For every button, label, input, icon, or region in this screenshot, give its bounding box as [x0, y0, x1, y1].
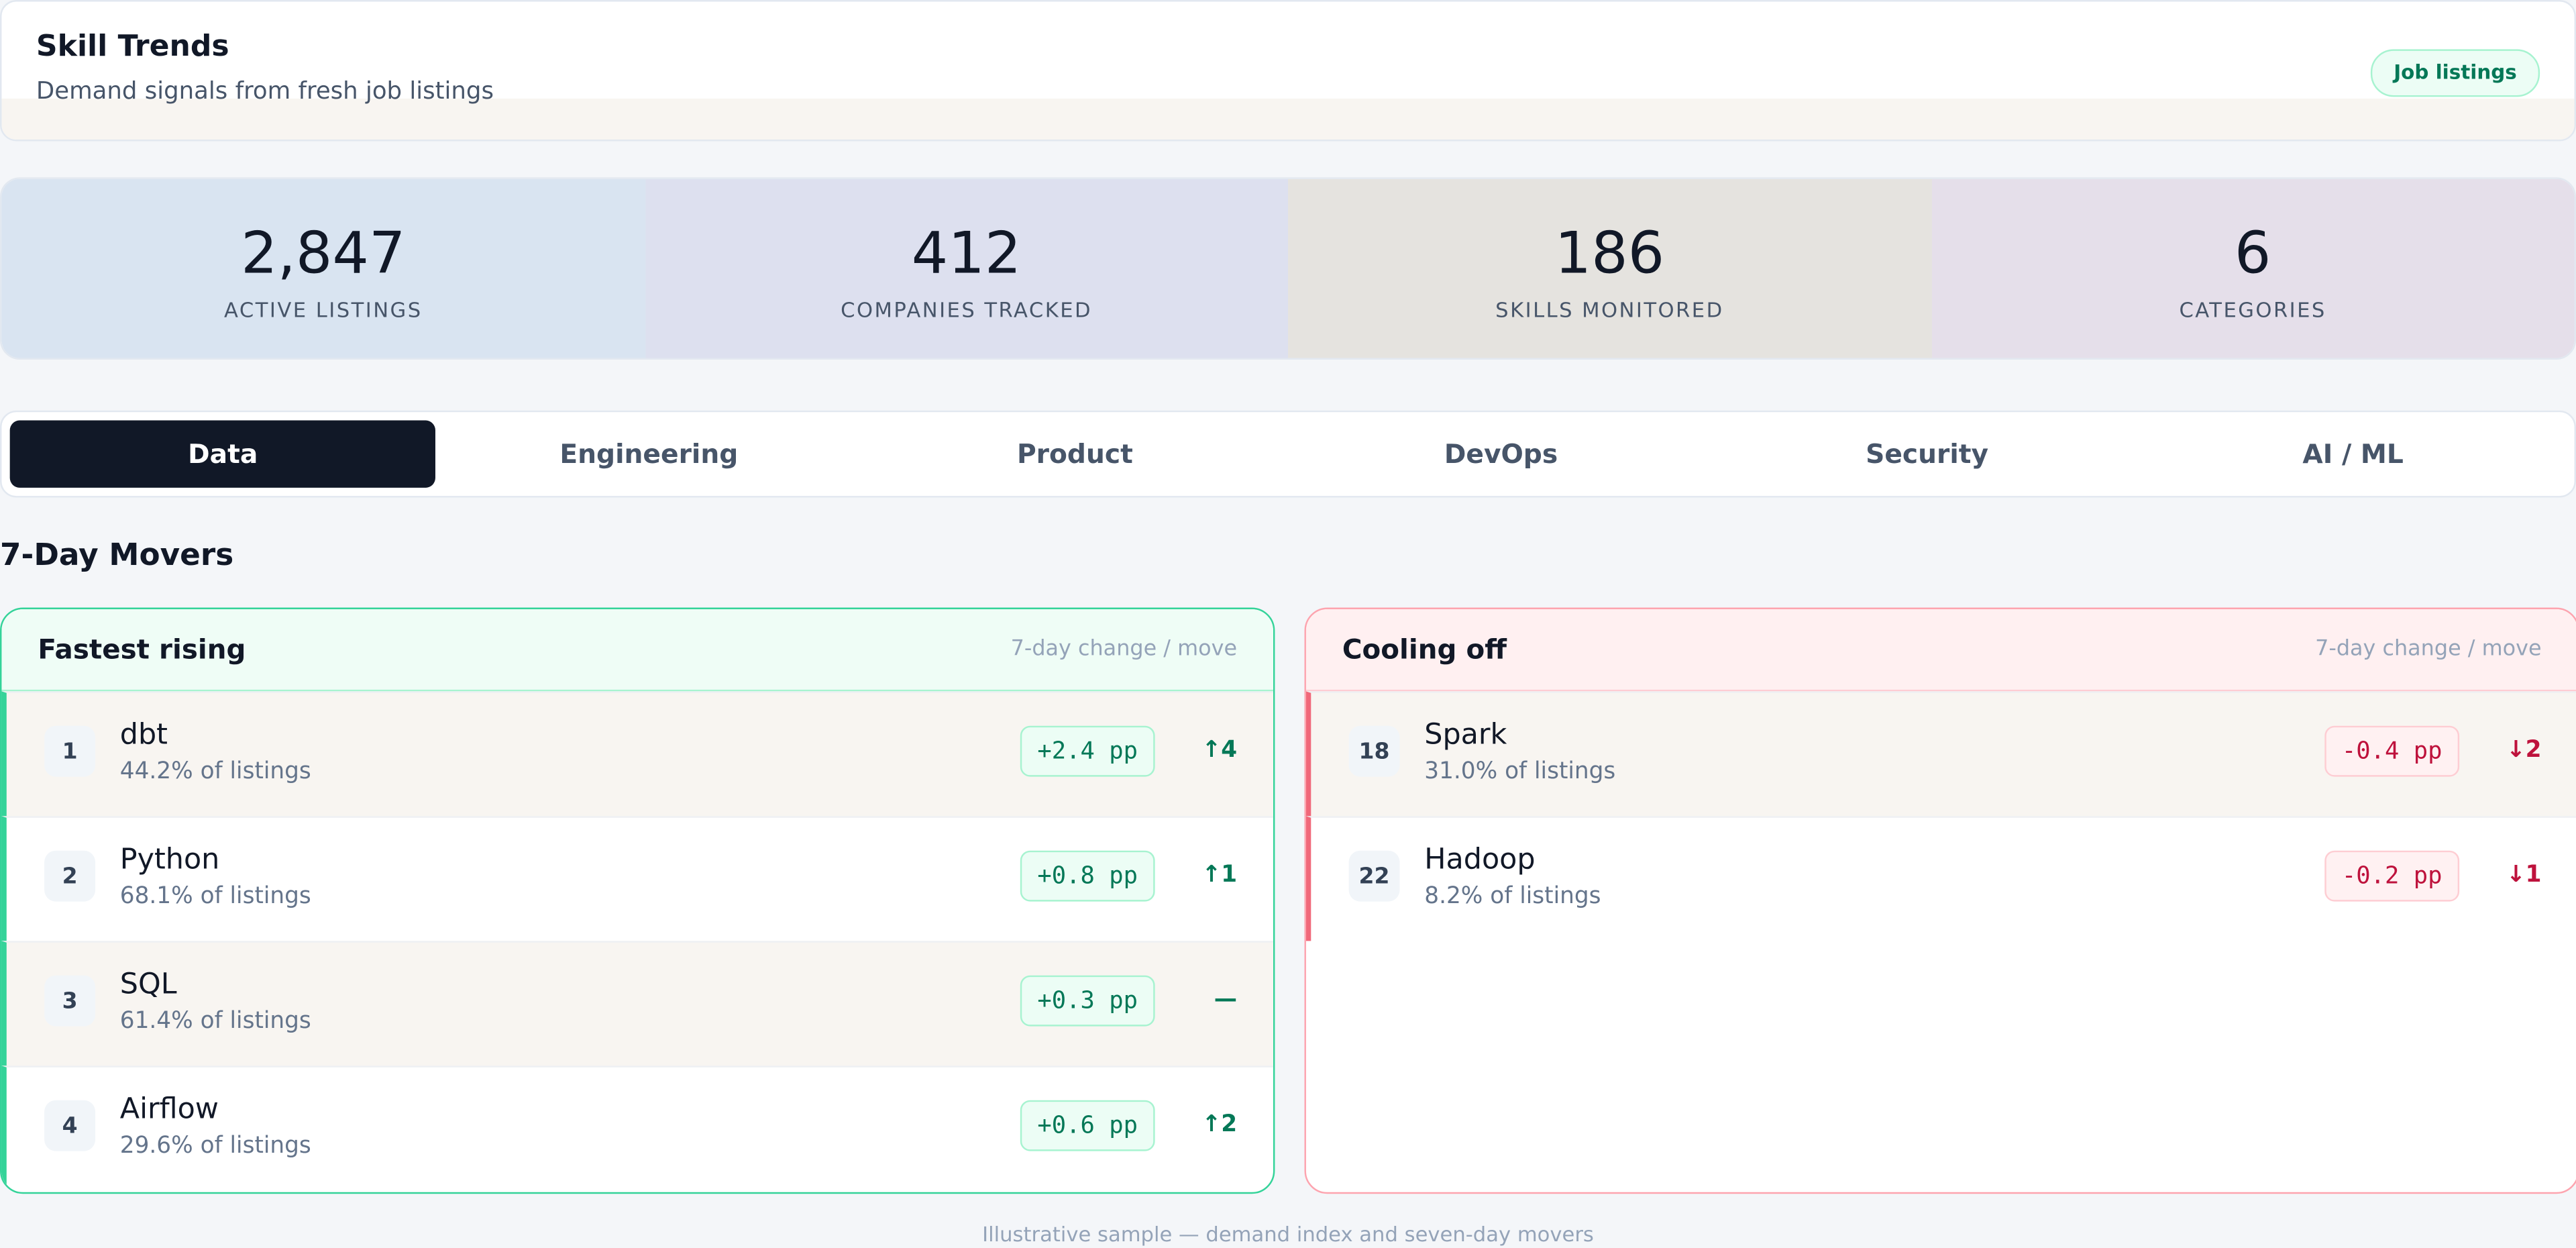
skill-name: Spark: [1424, 719, 1507, 752]
row: 22 Hadoop 8.2% of listings -0.2 pp ↓1: [1305, 816, 2576, 941]
stat-value: 186: [1554, 221, 1665, 288]
skill-name: Airflow: [119, 1093, 219, 1127]
skill-name: Hadoop: [1424, 843, 1536, 877]
header: Skill Trends Demand signals from fresh j…: [0, 0, 2576, 142]
skill-name: Python: [119, 843, 220, 877]
stat: 2,847 ACTIVE LISTINGS: [1, 178, 645, 358]
change: +0.8 pp: [1020, 850, 1155, 902]
rank: 3: [44, 975, 96, 1027]
tab[interactable]: DevOps: [1444, 438, 1558, 470]
tab[interactable]: Engineering: [559, 438, 739, 470]
stat: 412 COMPANIES TRACKED: [645, 178, 1289, 358]
rank: 4: [44, 1100, 96, 1151]
share: 61.4% of listings: [119, 1008, 311, 1035]
change: +0.6 pp: [1020, 1100, 1155, 1151]
share: 44.2% of listings: [119, 758, 311, 785]
panel-title: Fastest rising: [38, 633, 246, 666]
row: 4 Airflow 29.6% of listings +0.6 pp ↑2: [1, 1065, 1273, 1191]
footer: Illustrative sample — demand index and s…: [982, 1221, 1594, 1247]
row: 3 SQL 61.4% of listings +0.3 pp —: [1, 941, 1273, 1066]
move: ↓1: [2506, 862, 2542, 889]
move: ↓2: [2506, 737, 2542, 764]
panel-note: 7-day change / move: [2315, 637, 2542, 662]
change: +2.4 pp: [1020, 725, 1155, 777]
stat-label: COMPANIES TRACKED: [841, 297, 1093, 322]
header-band: [1, 98, 2575, 140]
panel-header: Cooling off 7-day change / move: [1305, 609, 2576, 692]
move: ↑2: [1201, 1111, 1238, 1139]
stat-label: ACTIVE LISTINGS: [224, 297, 423, 322]
row: 1 dbt 44.2% of listings +2.4 pp ↑4: [1, 691, 1273, 817]
badge[interactable]: Job listings: [2370, 49, 2540, 97]
panel-title: Cooling off: [1342, 633, 1507, 666]
stat: 6 CATEGORIES: [1931, 178, 2575, 358]
panel: Cooling off 7-day change / move 18 Spark 31.…: [1304, 607, 2576, 1194]
tab[interactable]: AI / ML: [2302, 438, 2404, 470]
panel-note: 7-day change / move: [1010, 637, 1238, 662]
change: -0.4 pp: [2324, 725, 2460, 777]
change: +0.3 pp: [1020, 975, 1155, 1027]
section-title: 7-Day Movers: [0, 538, 234, 574]
stat-label: CATEGORIES: [2179, 297, 2326, 322]
share: 29.6% of listings: [119, 1133, 311, 1159]
rank: 2: [44, 850, 96, 902]
row: 2 Python 68.1% of listings +0.8 pp ↑1: [1, 816, 1273, 941]
stat-label: SKILLS MONITORED: [1495, 297, 1724, 322]
share: 8.2% of listings: [1424, 883, 1601, 910]
move: ↑4: [1201, 737, 1238, 764]
move: ↑1: [1201, 862, 1238, 889]
stat-value: 6: [2234, 221, 2271, 288]
row: 18 Spark 31.0% of listings -0.4 pp ↓2: [1305, 691, 2576, 817]
tab[interactable]: Data: [9, 420, 436, 488]
rank: 18: [1348, 725, 1400, 777]
tab[interactable]: Security: [1866, 438, 1989, 470]
subtitle: Demand signals from fresh job listings: [36, 79, 494, 105]
rank: 22: [1348, 850, 1400, 902]
tab[interactable]: Product: [1016, 438, 1133, 470]
stat-value: 2,847: [241, 221, 406, 288]
stat: 186 SKILLS MONITORED: [1288, 178, 1931, 358]
tabs: Data Engineering Product DevOps Security AI /…: [0, 410, 2576, 498]
rows: 1 dbt 44.2% of listings +2.4 pp ↑4 2 Python 68.…: [1, 691, 1273, 1191]
move: —: [1214, 986, 1238, 1014]
stat-value: 412: [911, 221, 1022, 288]
panel-header: Fastest rising 7-day change / move: [1, 609, 1273, 692]
panel: Fastest rising 7-day change / move 1 dbt 44.…: [0, 607, 1275, 1194]
change: -0.2 pp: [2324, 850, 2460, 902]
share: 68.1% of listings: [119, 883, 311, 910]
skill-name: SQL: [119, 968, 177, 1002]
stats: 2,847 ACTIVE LISTINGS 412 COMPANIES TRACKED…: [0, 177, 2576, 360]
skill-name: dbt: [119, 719, 168, 752]
title: Skill Trends: [36, 30, 229, 64]
share: 31.0% of listings: [1424, 758, 1616, 785]
rank: 1: [44, 725, 96, 777]
rows: 18 Spark 31.0% of listings -0.4 pp ↓2 22 Hadoo…: [1305, 691, 2576, 941]
